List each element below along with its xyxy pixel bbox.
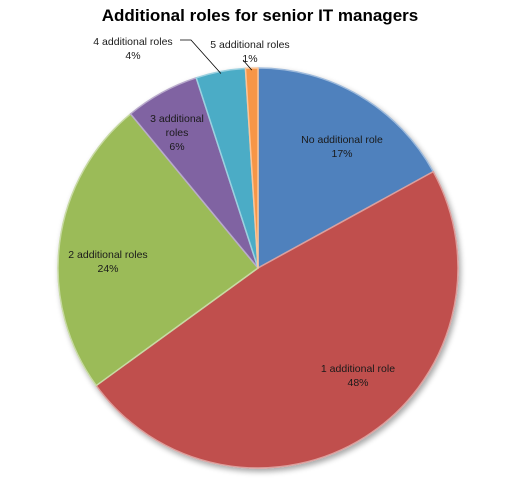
- slice-label-4-additional-roles: 4 additional roles 4%: [93, 36, 172, 62]
- leader-line: [242, 59, 253, 71]
- slice-label-1-additional-role: 1 additional role 48%: [321, 363, 395, 389]
- slice-value-label: 6%: [169, 141, 184, 153]
- slice-label-5-additional-roles: 5 additional roles 1%: [210, 39, 289, 65]
- slice-label-2-additional-roles: 2 additional roles 24%: [68, 249, 147, 275]
- slice-value-label: 1%: [242, 53, 257, 65]
- slice-label-3-additional-roles: 3 additional roles 6%: [150, 113, 204, 153]
- pie-slice-5-additional-roles: [244, 67, 259, 269]
- pie-slice-no-additional-role: [257, 67, 435, 269]
- leader-line: [180, 39, 222, 74]
- chart-title: Additional roles for senior IT managers: [101, 6, 419, 25]
- slice-value-label: 48%: [347, 377, 368, 389]
- pie-slice-2-additional-roles: [57, 113, 259, 387]
- slice-label-no-additional-role: No additional role 17%: [301, 134, 383, 160]
- slice-value-label: 24%: [97, 263, 118, 275]
- slice-value-label: 17%: [331, 148, 352, 160]
- pie-slice-1-additional-role: [95, 170, 459, 469]
- slice-value-label: 4%: [125, 50, 140, 62]
